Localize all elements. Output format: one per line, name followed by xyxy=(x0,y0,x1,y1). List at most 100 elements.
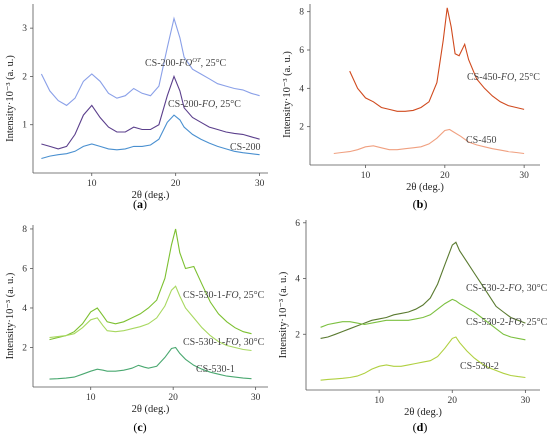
series-label-text: FO xyxy=(201,99,215,110)
y-tick-label: 8 xyxy=(22,225,27,235)
caption-close: ) xyxy=(423,420,427,434)
series-label-text: FO xyxy=(507,317,521,328)
chart-panel-c: 10 20 30 2 4 6 8 2θ (deg.) Intensity·10⁻³ (a. u.… xyxy=(5,225,268,434)
series-label: CS-450 xyxy=(466,135,497,146)
series-line xyxy=(320,298,526,341)
caption-letter: d xyxy=(417,420,424,434)
x-axis-label: 2θ (deg.) xyxy=(406,182,444,193)
chart-panel-d: 10 20 30 2 4 6 2θ (deg.) Intensity·10⁻³ (a. u.)… xyxy=(278,219,548,434)
series-label-text: CS-200- xyxy=(145,58,179,69)
caption-open: ( xyxy=(413,420,417,434)
x-tick-label: 30 xyxy=(255,179,265,189)
series-line xyxy=(333,128,525,155)
series-label: CS-530-2-FO, 25°C xyxy=(466,317,548,328)
series-line xyxy=(41,74,260,150)
series-line xyxy=(41,114,260,160)
y-axis-label: Intensity·10⁻³ (a. u.) xyxy=(282,51,293,138)
y-tick-label: 4 xyxy=(299,84,304,94)
series-line xyxy=(349,7,525,112)
panel-caption: (a) xyxy=(133,197,147,211)
series-line xyxy=(49,285,252,352)
series-label-text: FO xyxy=(507,283,521,294)
caption-letter: c xyxy=(137,420,143,434)
y-tick-label: 8 xyxy=(299,8,304,18)
series-line xyxy=(49,346,252,380)
x-axis-label: 2θ (deg.) xyxy=(132,404,170,415)
caption-open: ( xyxy=(413,197,417,211)
x-tick-label: 30 xyxy=(519,171,529,181)
series-label-text: CS-200 xyxy=(230,142,261,153)
series-label: CS-530-2 xyxy=(460,361,499,372)
x-tick-label: 30 xyxy=(521,396,531,406)
series-label-text: CS-530-1- xyxy=(183,290,225,301)
series-label-text: CS-530-2- xyxy=(466,317,508,328)
series-label: CS-200 xyxy=(230,142,261,153)
x-tick-label: 10 xyxy=(87,179,97,189)
y-tick-label: 3 xyxy=(22,24,27,34)
panel-caption: (c) xyxy=(133,420,146,434)
y-axis-label: Intensity·10⁻³ (a. u.) xyxy=(5,272,16,359)
series-label: CS-200-FOOT, 25°C xyxy=(145,57,227,69)
caption-open: ( xyxy=(133,420,137,434)
caption-close: ) xyxy=(143,197,147,211)
panel-caption: (d) xyxy=(413,420,428,434)
series-label-text: , 30°C xyxy=(239,337,265,348)
series-label-text: , 25°C xyxy=(522,317,548,328)
x-tick-label: 20 xyxy=(440,171,450,181)
y-tick-label: 4 xyxy=(295,275,300,285)
y-axis-label: Intensity·10⁻³ (a. u.) xyxy=(5,55,16,142)
series-label: CS-200-FO, 25°C xyxy=(168,99,241,110)
x-tick-label: 10 xyxy=(86,393,96,403)
series-line xyxy=(40,16,260,107)
y-tick-label: 1 xyxy=(22,121,27,131)
series-label-text: CS-530-2 xyxy=(460,361,499,372)
y-tick-label: 6 xyxy=(22,264,27,274)
series-label-text: , 25°C xyxy=(514,72,540,83)
series-label-text: , 25°C xyxy=(239,290,265,301)
x-tick-label: 10 xyxy=(374,396,384,406)
series-label-text: CS-450- xyxy=(467,72,501,83)
series-line xyxy=(320,241,526,339)
y-tick-label: 4 xyxy=(22,304,27,314)
series-label-text: , 30°C xyxy=(522,283,548,294)
x-axis-label: 2θ (deg.) xyxy=(404,407,442,418)
series-label-text: FO xyxy=(500,72,514,83)
x-tick-label: 20 xyxy=(168,393,178,403)
series-label-text: FO xyxy=(224,337,238,348)
caption-letter: b xyxy=(417,197,424,211)
x-tick-label: 20 xyxy=(171,179,181,189)
series-label: CS-530-1 xyxy=(196,364,235,375)
x-tick-label: 20 xyxy=(448,396,458,406)
x-tick-label: 10 xyxy=(361,171,371,181)
chart-panel-a: 10 20 30 1 2 3 2θ (deg.) Intensity·10⁻³ (a. u.)… xyxy=(5,4,268,211)
series-label-text: FO xyxy=(178,58,192,69)
series-label: CS-530-2-FO, 30°C xyxy=(466,283,548,294)
series-line xyxy=(49,228,252,341)
series-label: CS-530-1-FO, 25°C xyxy=(183,290,265,301)
x-axis-label: 2θ (deg.) xyxy=(132,190,170,201)
series-line xyxy=(320,336,526,381)
y-tick-label: 2 xyxy=(295,330,300,340)
y-tick-label: 6 xyxy=(295,219,300,229)
caption-close: ) xyxy=(423,197,427,211)
chart-panel-b: 10 20 30 2 4 6 8 2θ (deg.) Intensity·10⁻³ (a. u.… xyxy=(282,4,540,211)
series-label: CS-450-FO, 25°C xyxy=(467,72,540,83)
series-label-text: CS-530-1 xyxy=(196,364,235,375)
panel-caption: (b) xyxy=(413,197,428,211)
y-tick-label: 2 xyxy=(22,343,27,353)
y-axis-label: Intensity·10⁻³ (a. u.) xyxy=(278,271,289,358)
x-tick-label: 30 xyxy=(251,393,261,403)
series-label-text: CS-200- xyxy=(168,99,202,110)
series-label: CS-530-1-FO, 30°C xyxy=(183,337,265,348)
y-tick-label: 2 xyxy=(299,123,304,133)
series-label-text: CS-450 xyxy=(466,135,497,146)
y-tick-label: 2 xyxy=(22,72,27,82)
series-label-text: , 25°C xyxy=(201,58,227,69)
series-label-text: OT xyxy=(192,57,201,64)
series-label-text: CS-530-1- xyxy=(183,337,225,348)
series-label-text: FO xyxy=(224,290,238,301)
caption-open: ( xyxy=(133,197,137,211)
caption-close: ) xyxy=(143,420,147,434)
caption-letter: a xyxy=(137,197,143,211)
